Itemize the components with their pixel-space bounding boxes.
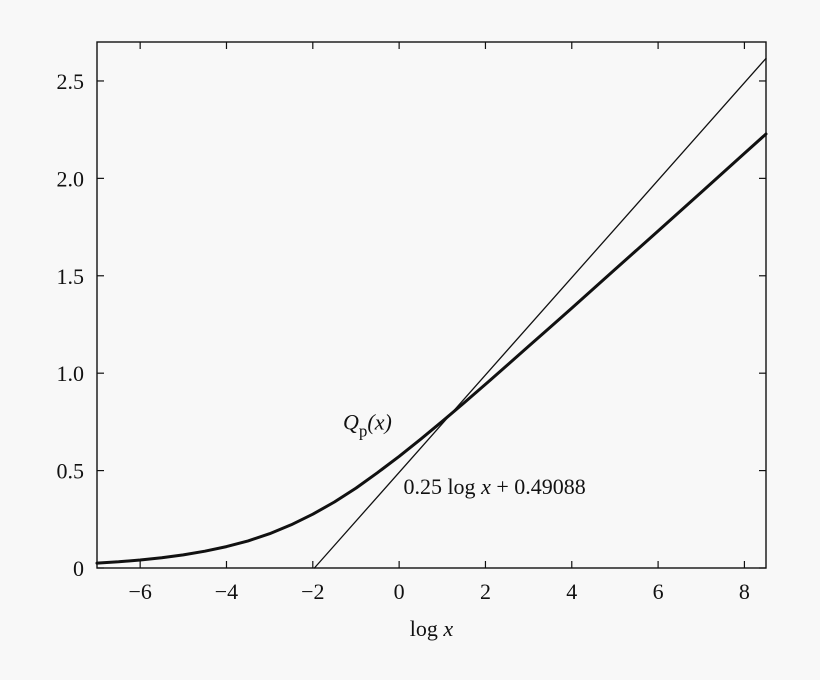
series-layer [95,57,768,569]
x-axis-label-variable: x [442,616,453,641]
curve-label-main: Q [343,410,359,435]
line-label-part-1: 0.25 log [403,474,481,499]
x-tick-label: 8 [739,579,750,604]
x-tick-label: −6 [128,579,151,604]
y-tick-label: 0 [73,556,84,581]
ticks-layer: −6 −4 −2 0 2 4 6 8 0 0.5 1.0 1.5 2.0 2.5 [57,42,766,604]
curve-label: Qp(x) [343,410,392,441]
line-label-part-2: + 0.49088 [491,474,586,499]
x-axis-label: log x [410,616,454,641]
x-tick-label: 6 [653,579,664,604]
line-label-variable: x [480,474,491,499]
curve-label-subscript: p [359,422,368,441]
curve-label-arg: (x) [367,410,391,435]
line-label: 0.25 log x + 0.49088 [403,474,585,499]
x-tick-label: 4 [566,579,577,604]
y-tick-label: 2.0 [57,166,85,191]
x-tick-label: 2 [480,579,491,604]
series-line-1 [95,132,768,565]
x-tick-label: 0 [394,579,405,604]
series-line-2 [313,57,767,569]
x-tick-label: −4 [215,579,238,604]
y-tick-label: 1.5 [57,264,85,289]
y-tick-label: 0.5 [57,459,85,484]
plot-frame [96,41,767,569]
y-tick-label: 2.5 [57,69,85,94]
y-tick-label: 1.0 [57,361,85,386]
x-axis-label-prefix: log [410,616,444,641]
x-tick-label: −2 [301,579,324,604]
